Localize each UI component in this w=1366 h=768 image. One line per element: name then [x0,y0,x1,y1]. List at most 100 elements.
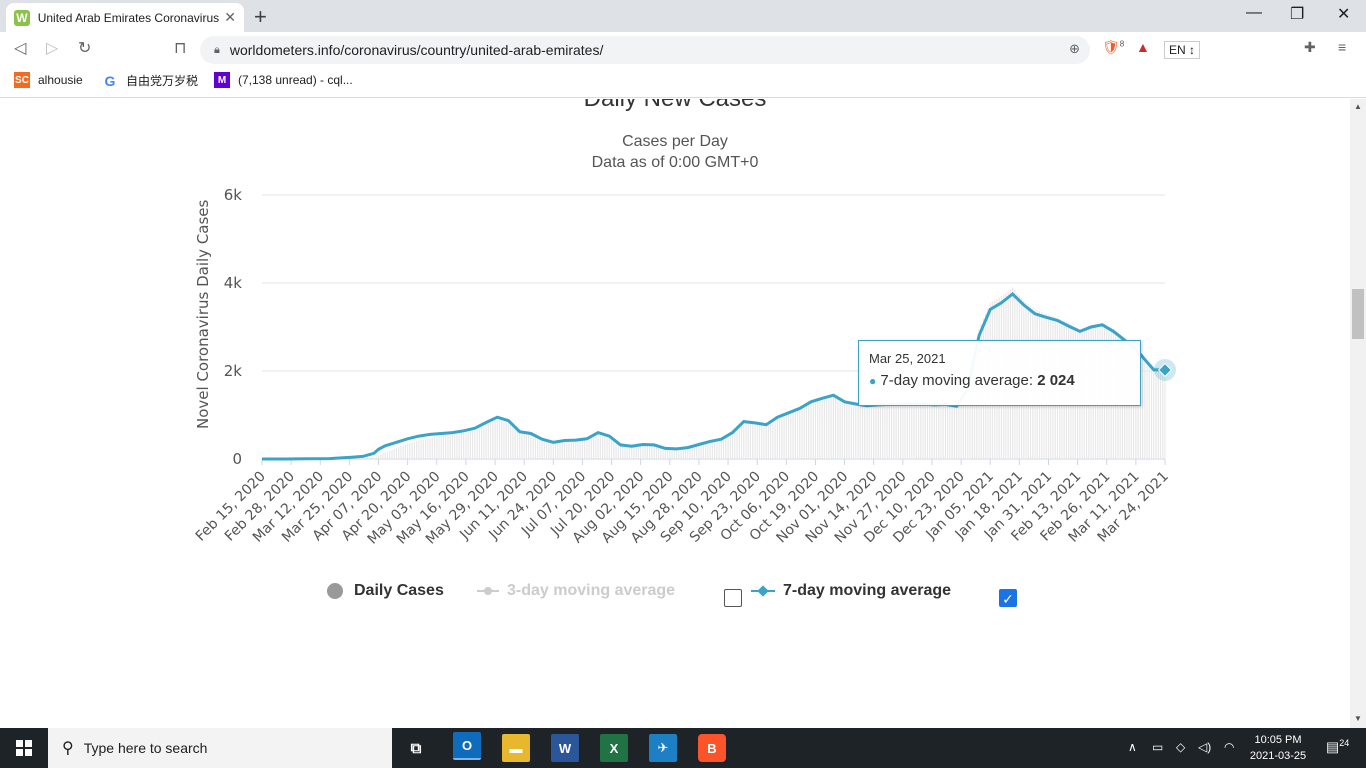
back-icon[interactable]: ◁ [14,40,27,57]
minimize-icon[interactable]: — [1246,4,1262,21]
bookmark-alhousie[interactable]: SC alhousie [14,72,83,88]
outlook-icon[interactable]: O [453,732,481,760]
dropbox-icon[interactable]: ◇ [1176,740,1186,754]
notification-icon[interactable]: ▤24 [1326,738,1350,755]
daily-case-bar [691,445,693,459]
daily-case-bar [393,448,395,459]
daily-case-bar [899,403,902,459]
language-select[interactable]: EN ↕ [1164,41,1201,59]
daily-case-bar [554,441,557,459]
daily-case-bar [745,420,747,459]
daily-case-bar [1162,368,1164,459]
bookmark-icon[interactable]: ⊓ [174,40,187,57]
daily-case-bar [395,448,398,459]
chart-title: Daily New Cases [0,99,1350,113]
forward-icon[interactable]: ▷ [46,40,59,57]
daily-case-bar [1153,366,1155,459]
daily-case-bar [938,404,940,459]
task-view-icon[interactable]: ⧉ [410,739,422,757]
tray-chevron-icon[interactable]: ∧ [1128,740,1137,754]
word-icon[interactable]: W [551,734,579,762]
menu-icon[interactable]: ≡ [1338,39,1347,55]
daily-case-bar [964,388,967,459]
daily-case-bar [752,421,754,459]
daily-case-bar [617,443,619,459]
brave-browser-icon[interactable]: B [698,734,726,762]
address-bar[interactable]: 🔒︎ worldometers.info/coronavirus/country… [200,36,1090,64]
battery-icon[interactable]: ▭ [1152,740,1164,754]
daily-case-bar [465,432,467,459]
daily-case-bar [675,448,678,459]
close-window-icon[interactable]: ✕ [1337,6,1351,23]
hover-point[interactable] [1157,362,1173,378]
daily-case-bar [908,403,911,459]
daily-case-bar [386,451,389,459]
scroll-up-icon[interactable]: ▲ [1354,102,1362,111]
daily-case-bar [364,457,366,459]
windows-start-icon[interactable] [0,728,48,768]
daily-case-bar [727,434,729,459]
taskbar-search[interactable]: ⚲ Type here to search [48,728,392,768]
daily-case-bar [684,447,687,459]
language-select-value: EN [1169,43,1186,57]
daily-case-bar [707,441,709,459]
daily-case-bar [947,404,949,459]
daily-case-bar [915,403,917,459]
daily-case-bar [904,403,906,459]
scroll-thumb[interactable] [1352,289,1364,339]
mail-icon: M [214,72,230,88]
daily-case-bar [958,401,960,459]
daily-case-bar [619,444,622,459]
extensions-icon[interactable]: ✚ [1304,39,1316,55]
page-scrollbar[interactable]: ▲ ▼ [1350,99,1366,728]
daily-case-bar [487,423,489,459]
new-tab-icon[interactable]: + [254,4,267,29]
daily-case-bar [794,408,796,459]
bookmark-google[interactable]: G 自由党万岁税 [102,72,198,89]
bookmark-mail[interactable]: M (7,138 unread) - cql... [214,72,353,88]
daily-case-bar [678,448,680,459]
excel-icon[interactable]: X [600,734,628,762]
daily-case-bar [413,441,415,459]
daily-case-bar [561,440,563,459]
daily-case-bar [467,431,469,459]
chart-tooltip: Mar 25, 2021 ● 7-day moving average: 2 0… [858,340,1141,406]
search-icon: ⚲ [62,740,74,757]
taskbar-clock[interactable]: 10:05 PM 2021-03-25 [1240,732,1316,764]
daily-case-bar [505,422,507,459]
checkbox-3day[interactable] [724,589,742,607]
app-bird-icon[interactable]: ✈ [649,734,677,762]
daily-case-bar [362,458,364,459]
daily-case-bar [917,403,920,459]
daily-case-bar [463,432,465,459]
file-explorer-icon[interactable]: ▬ [502,734,530,762]
daily-case-bar [366,457,368,459]
windows-taskbar: ⚲ Type here to search ⧉ O ▬ W X ✈ B ∧ ▭ … [0,728,1366,768]
daily-case-bar [738,424,740,459]
daily-case-bar [808,401,810,459]
active-tab[interactable]: W United Arab Emirates Coronavirus ✕ [6,3,244,32]
volume-icon[interactable]: ◁) [1198,740,1212,754]
daily-case-bar [785,412,787,459]
brave-shield-icon[interactable]: 🛡︎8 [1102,39,1125,55]
brave-rewards-icon[interactable]: ▲ [1136,39,1150,55]
daily-case-bar [528,434,530,459]
tab-close-icon[interactable]: ✕ [224,9,236,25]
restore-icon[interactable]: ❐ [1290,6,1305,23]
daily-case-bar [608,437,610,459]
legend-7day[interactable]: 7-day moving average [751,582,951,600]
daily-case-bar [693,445,696,459]
legend-daily-label: Daily Cases [354,582,444,599]
y-axis-title: Novel Coronavirus Daily Cases [194,199,212,429]
legend-daily-cases[interactable]: Daily Cases [327,582,444,600]
checkbox-7day[interactable]: ✓ [999,589,1017,607]
wifi-icon[interactable]: ◠ [1224,740,1235,754]
daily-case-bar [929,404,931,459]
daily-case-bar [1150,364,1153,459]
zoom-icon[interactable]: ⊕ [1069,41,1080,56]
reload-icon[interactable]: ↻ [78,40,92,57]
daily-case-bar [548,440,550,459]
notification-count: 24 [1339,738,1350,748]
legend-3day[interactable]: 3-day moving average [477,582,675,600]
scroll-down-icon[interactable]: ▼ [1354,714,1362,723]
